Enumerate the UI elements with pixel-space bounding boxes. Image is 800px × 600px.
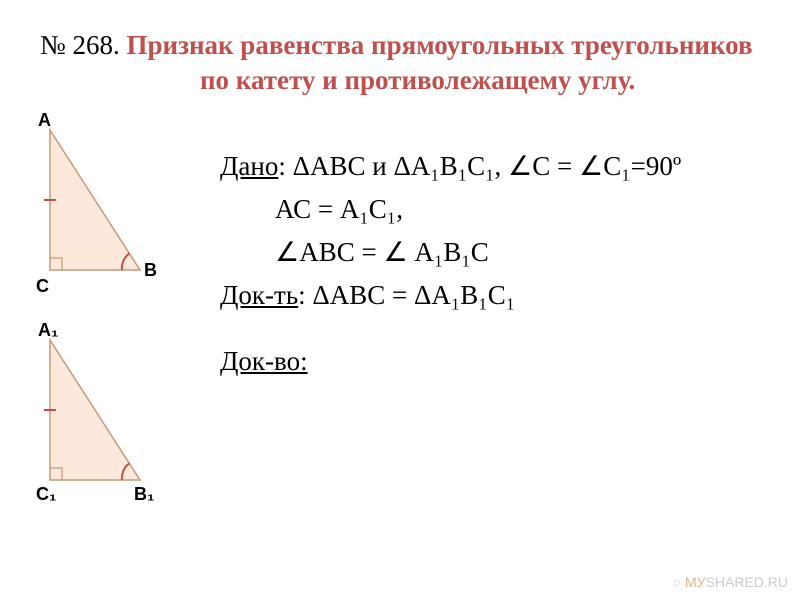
prove-label: Док-ть — [220, 280, 298, 310]
proof-label: Док-во: — [220, 346, 308, 376]
title-text-1: Признак равенства прямоугольных треуголь… — [127, 30, 753, 60]
proof-line: Док-во: — [220, 340, 308, 383]
triangle-shape — [50, 130, 140, 270]
triangle-a1b1c1: А₁ В₁ С₁ — [40, 330, 160, 500]
title-line-2: по катету и противолежащему углу. — [200, 65, 635, 96]
vertex-label-a: А — [38, 110, 51, 131]
watermark: ○ МУSHARED.RU — [673, 574, 788, 590]
given-line: Дано: ΔАВС и ΔА₁В₁С₁, ∠С = ∠С₁=90º — [220, 145, 681, 188]
triangle-shape — [50, 340, 140, 480]
triangle-a1b1c1-svg — [40, 330, 160, 500]
problem-number: № 268. — [40, 30, 120, 60]
vertex-label-b: В — [144, 260, 157, 281]
vertex-label-c: С — [36, 276, 49, 297]
prove-line: Док-ть: ΔАВС = ΔА₁В₁С₁ — [220, 274, 515, 317]
triangle-abc-svg — [40, 120, 160, 290]
vertex-label-b1: В₁ — [134, 484, 154, 505]
given-label: Дано — [220, 151, 278, 181]
watermark-my: МУ — [685, 574, 706, 590]
given-line-2: АС = А₁С₁, — [275, 188, 403, 231]
given-rest: : ΔАВС и ΔА₁В₁С₁, ∠С = ∠С₁=90º — [278, 151, 681, 181]
vertex-label-c1: С₁ — [36, 484, 56, 505]
given-line-3: ∠АВС = ∠ А₁В₁С — [275, 231, 489, 274]
title-line-1: № 268. Признак равенства прямоугольных т… — [40, 30, 780, 61]
triangle-abc: А В С — [40, 120, 160, 290]
watermark-icon: ○ — [673, 574, 685, 590]
watermark-shared: SHARED.RU — [706, 574, 788, 590]
prove-rest: : ΔАВС = ΔА₁В₁С₁ — [298, 280, 515, 310]
vertex-label-a1: А₁ — [38, 320, 58, 341]
